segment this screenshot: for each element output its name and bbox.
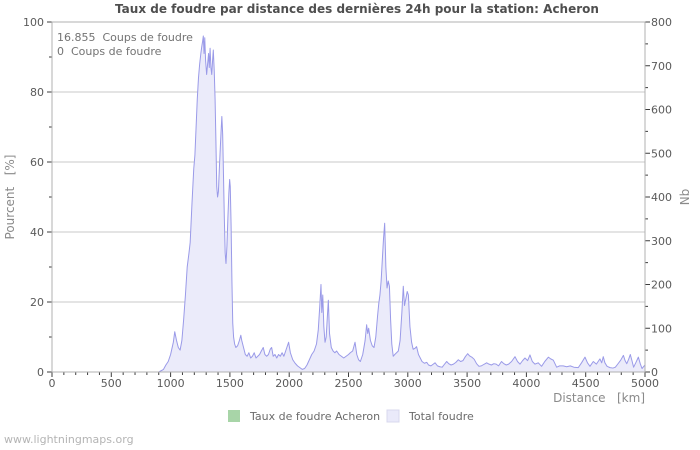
y-right-tick-label: 400 xyxy=(651,191,672,204)
x-tick-label: 1000 xyxy=(157,377,185,390)
gridlines xyxy=(52,91,645,303)
x-tick-label: 3000 xyxy=(394,377,422,390)
y-left-tick-label: 100 xyxy=(23,16,44,29)
y-right-tick-label: 700 xyxy=(651,60,672,73)
x-tick-label: 4500 xyxy=(572,377,600,390)
x-axis-label: Distance [km] xyxy=(553,391,645,405)
y-left-tick-label: 40 xyxy=(30,226,44,239)
y-right-axis-label: Nb xyxy=(678,189,692,206)
x-tick-label: 1500 xyxy=(216,377,244,390)
legend-label-taux-de-foudre: Taux de foudre Acheron xyxy=(249,410,380,423)
y-left-tick-label: 20 xyxy=(30,296,44,309)
legend-label-total-foudre: Total foudre xyxy=(408,410,474,423)
x-tick-label: 2500 xyxy=(335,377,363,390)
legend-swatch-total-foudre xyxy=(386,409,400,423)
legend: Taux de foudre Acheron Total foudre xyxy=(228,409,474,423)
watermark: www.lightningmaps.org xyxy=(4,433,134,446)
y-right-tick-label: 300 xyxy=(651,235,672,248)
x-tick-label: 500 xyxy=(101,377,122,390)
y-right-tick-label: 0 xyxy=(651,366,658,379)
legend-swatch-taux-de-foudre xyxy=(228,410,240,422)
y-right-tick-label: 800 xyxy=(651,16,672,29)
axis-ticks: 0 500 1000 1500 2000 2500 3000 3500 4000 4500 5000… xyxy=(23,16,672,390)
y-right-tick-label: 100 xyxy=(651,322,672,335)
data-series xyxy=(51,35,646,373)
y-left-tick-label: 80 xyxy=(30,86,44,99)
y-left-axis-label: Pourcent [%] xyxy=(3,155,17,240)
annotation-total-strikes: 16.855 Coups de foudre xyxy=(57,31,193,44)
annotation-station-strikes: 0 Coups de foudre xyxy=(57,45,162,58)
y-left-tick-label: 0 xyxy=(37,366,44,379)
x-tick-label: 3500 xyxy=(453,377,481,390)
total-foudre-area xyxy=(51,35,646,373)
y-left-tick-label: 60 xyxy=(30,156,44,169)
chart-title: Taux de foudre par distance des dernière… xyxy=(115,2,599,16)
x-tick-label: 2000 xyxy=(275,377,303,390)
y-right-tick-label: 600 xyxy=(651,104,672,117)
y-right-tick-label: 500 xyxy=(651,147,672,160)
y-right-tick-label: 200 xyxy=(651,279,672,292)
x-tick-label: 0 xyxy=(49,377,56,390)
plot-frame xyxy=(51,21,646,373)
x-tick-label: 4000 xyxy=(512,377,540,390)
x-tick-label: 5000 xyxy=(631,377,659,390)
